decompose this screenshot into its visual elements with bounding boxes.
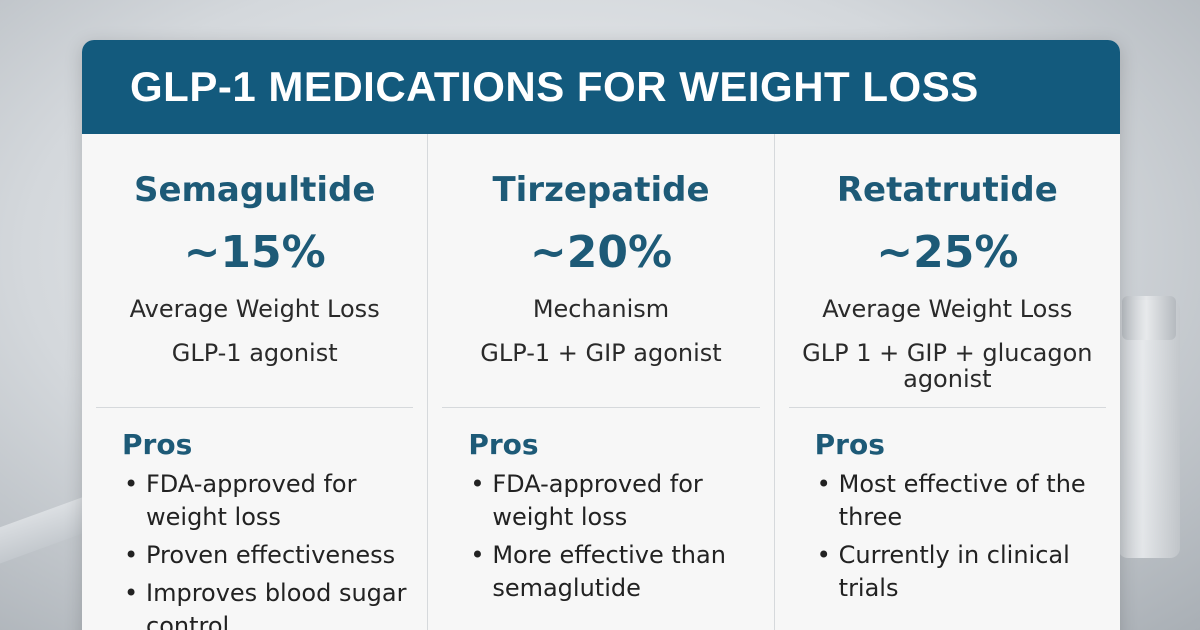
weight-loss-percent: ~15% bbox=[183, 227, 326, 278]
pros-section: Pros • FDA-approved for weight loss • Prov… bbox=[82, 408, 427, 630]
column-summary: Tirzepatide ~20% Mechanism GLP-1 + GIP a… bbox=[442, 134, 760, 408]
weight-loss-percent: ~20% bbox=[529, 227, 673, 278]
list-item: • FDA-approved for weight loss bbox=[122, 468, 427, 534]
pro-text: Currently in clinical trials bbox=[838, 541, 1070, 602]
column-semaglutide: Semagultide ~15% Average Weight Loss GLP… bbox=[82, 134, 427, 630]
list-item: • More effective than semaglutide bbox=[468, 539, 773, 605]
list-item: • FDA-approved for weight loss bbox=[468, 468, 773, 534]
pros-section: Pros • Most effective of the three • Curre… bbox=[775, 408, 1120, 605]
pros-section: Pros • FDA-approved for weight loss • More… bbox=[428, 408, 773, 605]
bullet-icon: • bbox=[124, 470, 139, 498]
column-summary: Retatrutide ~25% Average Weight Loss GLP… bbox=[788, 134, 1106, 408]
bullet-icon: • bbox=[124, 579, 139, 607]
descriptor-label: Average Weight Loss bbox=[129, 295, 380, 323]
drug-name: Tirzepatide bbox=[492, 170, 710, 210]
descriptor-label: Mechanism bbox=[532, 295, 670, 323]
pros-title: Pros bbox=[814, 428, 885, 461]
pros-title: Pros bbox=[468, 428, 539, 461]
drug-name: Semagultide bbox=[133, 170, 376, 210]
page-title: GLP-1 MEDICATIONS FOR WEIGHT LOSS bbox=[130, 63, 979, 110]
bullet-icon: • bbox=[816, 541, 831, 569]
list-item: • Most effective of the three bbox=[815, 468, 1120, 534]
descriptor-label: Average Weight Loss bbox=[822, 295, 1073, 323]
bullet-icon: • bbox=[470, 470, 485, 498]
pro-text: FDA-approved for weight loss bbox=[146, 470, 357, 531]
card-header: GLP-1 MEDICATIONS FOR WEIGHT LOSS bbox=[82, 40, 1120, 134]
pro-text: FDA-approved for weight loss bbox=[492, 470, 703, 531]
bullet-icon: • bbox=[124, 541, 139, 569]
pro-text: Proven effectiveness bbox=[146, 541, 396, 569]
pro-text: Improves blood sugar control bbox=[146, 579, 407, 630]
bullet-icon: • bbox=[816, 470, 831, 498]
pros-list: • FDA-approved for weight loss • Proven ef… bbox=[122, 468, 427, 630]
list-item: • Currently in clinical trials bbox=[815, 539, 1120, 605]
pro-text: Most effective of the three bbox=[838, 470, 1086, 531]
list-item: • Proven effectiveness bbox=[122, 539, 427, 572]
column-tirzepatide: Tirzepatide ~20% Mechanism GLP-1 + GIP a… bbox=[427, 134, 773, 630]
mechanism-text: GLP-1 agonist bbox=[171, 339, 338, 367]
list-item: • Improves blood sugar control bbox=[122, 577, 427, 630]
column-summary: Semagultide ~15% Average Weight Loss GLP… bbox=[96, 134, 414, 408]
pro-text: More effective than semaglutide bbox=[492, 541, 726, 602]
pros-list: • Most effective of the three • Currently … bbox=[815, 468, 1120, 605]
comparison-card: GLP-1 MEDICATIONS FOR WEIGHT LOSS Semagu… bbox=[82, 40, 1120, 630]
pros-title: Pros bbox=[122, 428, 193, 461]
medication-columns: Semagultide ~15% Average Weight Loss GLP… bbox=[82, 134, 1120, 630]
vial-cap-image bbox=[1122, 296, 1176, 340]
drug-name: Retatrutide bbox=[836, 170, 1058, 210]
weight-loss-percent: ~25% bbox=[876, 227, 1019, 278]
column-retatrutide: Retatrutide ~25% Average Weight Loss GLP… bbox=[773, 134, 1120, 630]
mechanism-text: GLP 1 + GIP + glucagon agonist bbox=[802, 339, 1093, 393]
pros-list: • FDA-approved for weight loss • More effe… bbox=[468, 468, 773, 605]
bullet-icon: • bbox=[470, 541, 485, 569]
vial-image bbox=[1118, 300, 1180, 558]
mechanism-text: GLP-1 + GIP agonist bbox=[480, 339, 722, 367]
